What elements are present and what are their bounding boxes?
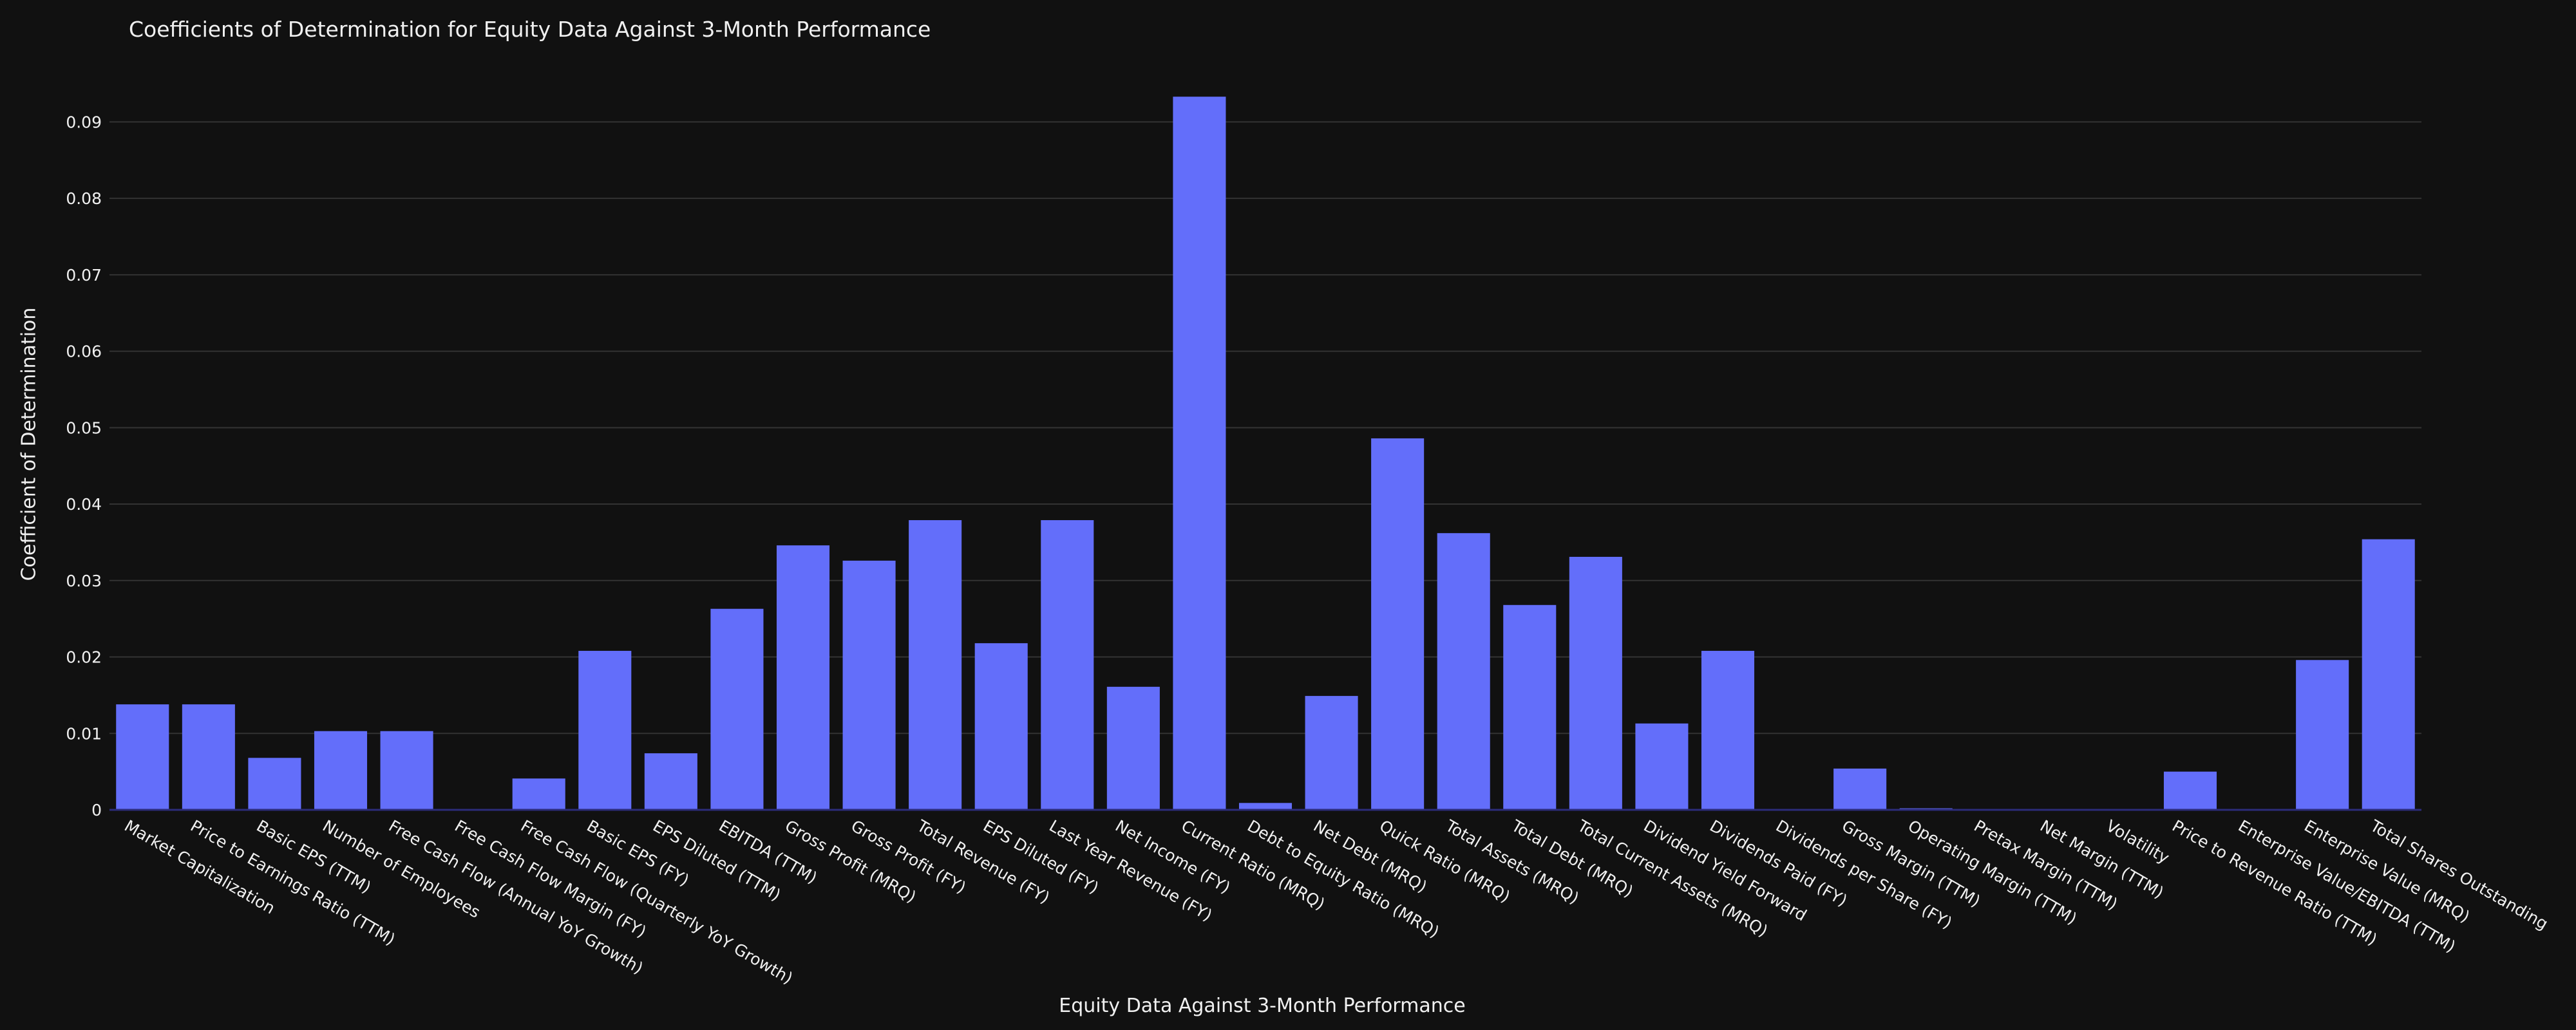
y-tick-label: 0	[91, 801, 102, 819]
x-axis-title: Equity Data Against 3-Month Performance	[1059, 995, 1466, 1017]
bar	[380, 731, 433, 810]
bar	[710, 608, 764, 810]
bar	[1503, 604, 1557, 810]
gridlines	[109, 121, 2421, 735]
bar	[842, 560, 896, 810]
bar	[776, 545, 830, 810]
bar	[974, 643, 1028, 810]
y-tick-label: 0.03	[66, 572, 102, 590]
bar	[1041, 520, 1094, 810]
bar	[909, 520, 962, 810]
y-tick-label: 0.05	[66, 418, 102, 437]
bar	[1833, 768, 1887, 810]
y-tick-label: 0.02	[66, 648, 102, 667]
y-tick-label: 0.09	[66, 113, 102, 131]
y-tick-label: 0.04	[66, 495, 102, 514]
bar	[116, 704, 169, 810]
bar	[2163, 771, 2217, 810]
bar	[1635, 723, 1689, 810]
bar	[512, 778, 565, 810]
bar	[644, 753, 697, 810]
bar	[2362, 539, 2415, 810]
bar	[314, 731, 368, 810]
y-tick-label: 0.07	[66, 266, 102, 285]
bar	[578, 651, 632, 810]
chart-title: Coefficients of Determination for Equity…	[129, 17, 931, 42]
y-tick-label: 0.08	[66, 189, 102, 208]
bar	[1437, 533, 1490, 810]
bar	[1238, 803, 1293, 810]
bar	[2296, 660, 2349, 810]
bars	[109, 97, 2421, 811]
y-axis-title: Coefficient of Determination	[17, 307, 41, 581]
bar	[1371, 438, 1425, 810]
bar	[1569, 556, 1622, 810]
y-tick-label: 0.06	[66, 342, 102, 361]
bar	[248, 758, 301, 810]
bar	[182, 704, 235, 810]
y-axis-ticks: 0 0.01 0.02 0.03 0.04 0.05 0.06 0.07 0.08 0.09	[66, 113, 102, 819]
bar	[1701, 651, 1755, 810]
bar	[1173, 97, 1226, 810]
bar	[1305, 696, 1358, 810]
bar	[1106, 686, 1160, 810]
y-tick-label: 0.01	[66, 724, 102, 743]
